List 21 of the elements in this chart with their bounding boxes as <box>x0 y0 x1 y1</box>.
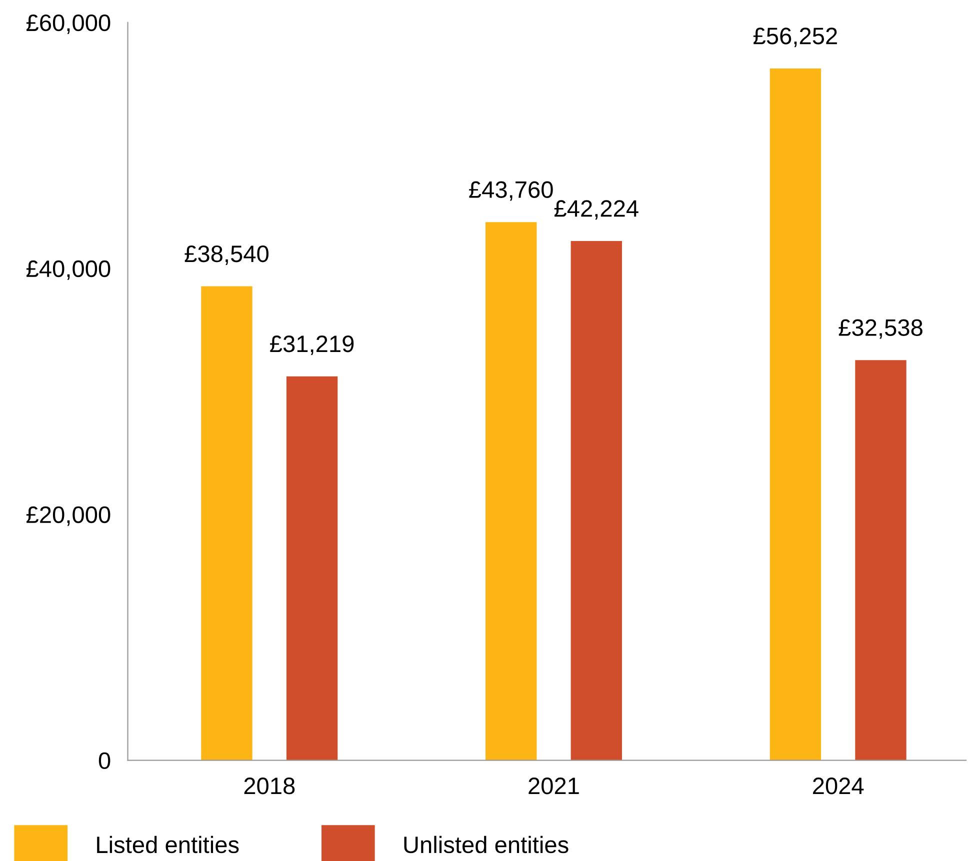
legend-label: Unlisted entities <box>404 836 568 854</box>
bar <box>570 240 622 760</box>
x-tick-label: 2024 <box>813 778 864 794</box>
data-label: £32,538 <box>838 319 922 339</box>
x-tick-label: 2021 <box>528 778 579 794</box>
data-label: £38,540 <box>184 245 268 265</box>
data-label: £42,224 <box>554 200 638 220</box>
y-tick-label: 0 <box>98 752 110 770</box>
bar <box>286 376 338 760</box>
y-tick-label: £40,000 <box>26 260 110 280</box>
y-tick-label: £60,000 <box>26 14 110 34</box>
data-label: £56,252 <box>753 28 837 48</box>
data-label: £43,760 <box>469 181 553 201</box>
bar <box>201 286 252 760</box>
bar <box>855 360 906 760</box>
legend-label: Listed entities <box>97 836 239 854</box>
bar <box>486 222 537 760</box>
data-label: £31,219 <box>270 336 354 356</box>
bar <box>770 68 822 760</box>
y-tick-label: £20,000 <box>26 506 110 526</box>
x-tick-label: 2018 <box>244 778 295 794</box>
